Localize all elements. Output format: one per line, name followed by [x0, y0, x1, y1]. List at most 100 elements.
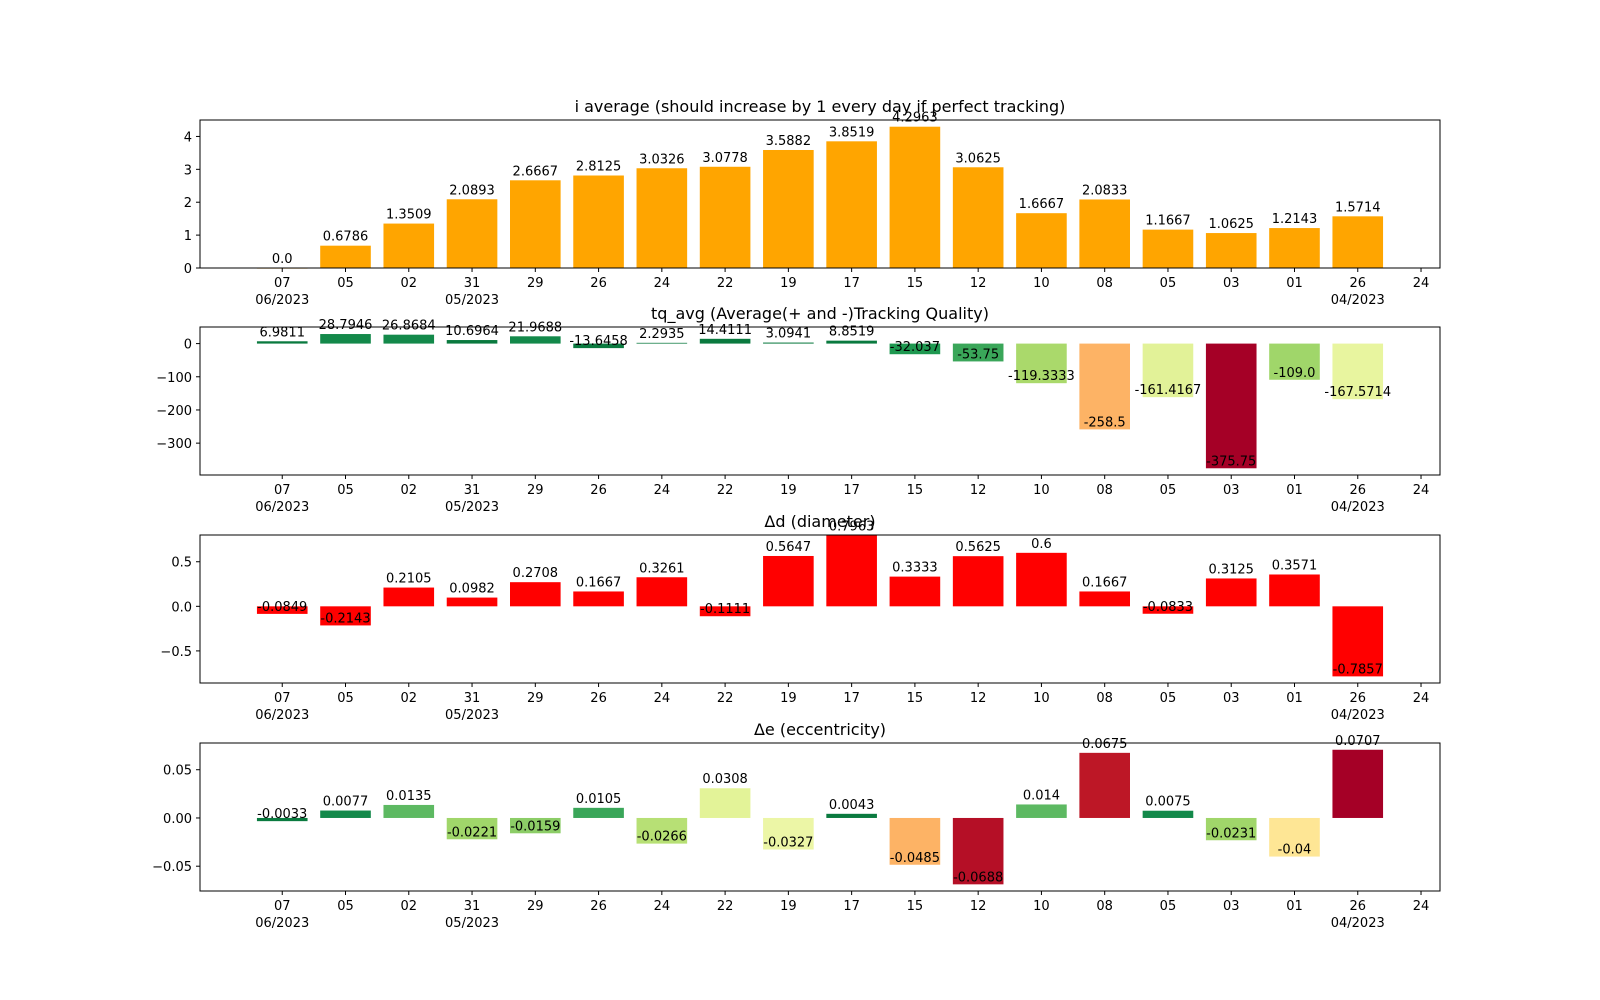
- bar: [256, 606, 308, 614]
- x-tick-label: 05: [1160, 276, 1177, 291]
- data-label: 0.1667: [1082, 575, 1128, 590]
- bar: [1079, 199, 1130, 268]
- x-tick-label: 12: [970, 691, 987, 706]
- data-label: -53.75: [957, 347, 999, 362]
- bar: [383, 804, 435, 818]
- x-tick-label: 17: [843, 276, 860, 291]
- y-tick-label: −300: [156, 437, 192, 452]
- x-tick-label: 26: [1349, 276, 1366, 291]
- x-tick-label: 19: [780, 899, 797, 914]
- x-tick-sublabel: 06/2023: [255, 500, 309, 515]
- data-label: -0.1111: [700, 602, 750, 617]
- bar: [1332, 749, 1384, 818]
- bar: [1269, 574, 1320, 607]
- x-tick-sublabel: 04/2023: [1331, 293, 1385, 308]
- bar: [1205, 233, 1257, 268]
- data-label: 0.3333: [892, 561, 938, 576]
- bar: [699, 606, 751, 617]
- data-label: -0.2143: [320, 611, 370, 626]
- y-tick-label: −200: [156, 404, 192, 419]
- data-label: 1.2143: [1272, 212, 1318, 227]
- bar: [1332, 343, 1384, 400]
- bar: [952, 556, 1004, 607]
- bar: [1016, 343, 1067, 384]
- x-tick-label: 19: [780, 483, 797, 498]
- bar: [636, 168, 688, 268]
- data-label: 1.0625: [1208, 217, 1254, 232]
- data-label: -119.3333: [1008, 369, 1075, 384]
- x-tick-label: 24: [654, 899, 671, 914]
- bar: [952, 343, 1004, 362]
- bar: [952, 167, 1004, 268]
- x-tick-label: 29: [527, 899, 544, 914]
- chart-panel-1: 0.0 0.6786 1.3509 2.0893 2.6667 2.8125 3.0326 3…: [184, 97, 1441, 308]
- y-tick-label: 0: [184, 262, 192, 277]
- data-label: 0.0308: [702, 772, 748, 787]
- x-tick-label: 24: [1413, 691, 1430, 706]
- bar: [952, 817, 1004, 885]
- axes-frame: [199, 119, 1441, 269]
- x-tick-label: 26: [590, 483, 607, 498]
- x-tick-label: 01: [1286, 899, 1303, 914]
- bar: [573, 175, 624, 268]
- axes-frame: [199, 742, 1441, 892]
- y-tick-label: 4: [184, 130, 192, 145]
- data-label: 0.5647: [766, 540, 812, 555]
- bar: [826, 535, 877, 607]
- bar: [510, 817, 561, 834]
- x-tick-label: 03: [1223, 691, 1240, 706]
- x-tick-label: 05: [337, 483, 354, 498]
- data-label: 0.6786: [323, 230, 369, 245]
- data-label: 0.6: [1031, 537, 1052, 552]
- charts: 0.0 0.6786 1.3509 2.0893 2.6667 2.8125 3.0326 3…: [152, 97, 1441, 931]
- bar: [320, 606, 371, 626]
- data-label: 0.3571: [1272, 558, 1318, 573]
- x-tick-label: 22: [717, 276, 734, 291]
- data-label: 10.6964: [445, 324, 499, 339]
- bar: [510, 336, 561, 344]
- x-tick-label: 31: [464, 276, 481, 291]
- x-tick-label: 08: [1096, 276, 1113, 291]
- y-tick-label: 3: [184, 163, 192, 178]
- x-tick-label: 08: [1096, 691, 1113, 706]
- data-label: -0.0231: [1206, 826, 1256, 841]
- bar: [383, 334, 435, 344]
- x-tick-label: 10: [1033, 691, 1050, 706]
- data-label: -0.0849: [257, 600, 307, 615]
- bar: [1079, 752, 1130, 818]
- data-label: 0.3125: [1208, 562, 1254, 577]
- y-tick-label: 2: [184, 196, 192, 211]
- x-tick-label: 15: [907, 691, 924, 706]
- y-tick-label: 0.00: [163, 812, 192, 827]
- x-tick-label: 24: [654, 691, 671, 706]
- bar: [1016, 804, 1067, 818]
- bar: [763, 342, 814, 344]
- x-tick-sublabel: 04/2023: [1331, 708, 1385, 723]
- data-label: 8.8519: [829, 325, 875, 340]
- bar: [1332, 216, 1384, 268]
- bar: [573, 343, 624, 349]
- bar: [1142, 810, 1194, 818]
- data-label: -0.0485: [890, 851, 940, 866]
- x-tick-label: 15: [907, 276, 924, 291]
- chart-panel-3: -0.0849 -0.2143 0.2105 0.0982 0.2708 0.1667 0.…: [160, 512, 1441, 723]
- x-tick-label: 17: [843, 691, 860, 706]
- data-label: 0.0043: [829, 798, 875, 813]
- x-tick-sublabel: 04/2023: [1331, 916, 1385, 931]
- bar: [763, 149, 814, 268]
- x-tick-label: 22: [717, 691, 734, 706]
- axes-frame: [199, 326, 1441, 476]
- data-label: -0.0327: [763, 836, 813, 851]
- bar: [256, 817, 308, 822]
- bar: [1142, 229, 1194, 268]
- x-tick-label: 05: [1160, 691, 1177, 706]
- x-tick-sublabel: 05/2023: [445, 916, 499, 931]
- chart-title: tq_avg (Average(+ and -)Tracking Quality…: [651, 304, 989, 324]
- x-tick-sublabel: 05/2023: [445, 293, 499, 308]
- data-label: 0.014: [1023, 788, 1060, 803]
- data-label: 0.0105: [576, 792, 622, 807]
- data-label: -0.0159: [510, 819, 560, 834]
- data-label: -258.5: [1084, 415, 1126, 430]
- bar: [699, 788, 751, 818]
